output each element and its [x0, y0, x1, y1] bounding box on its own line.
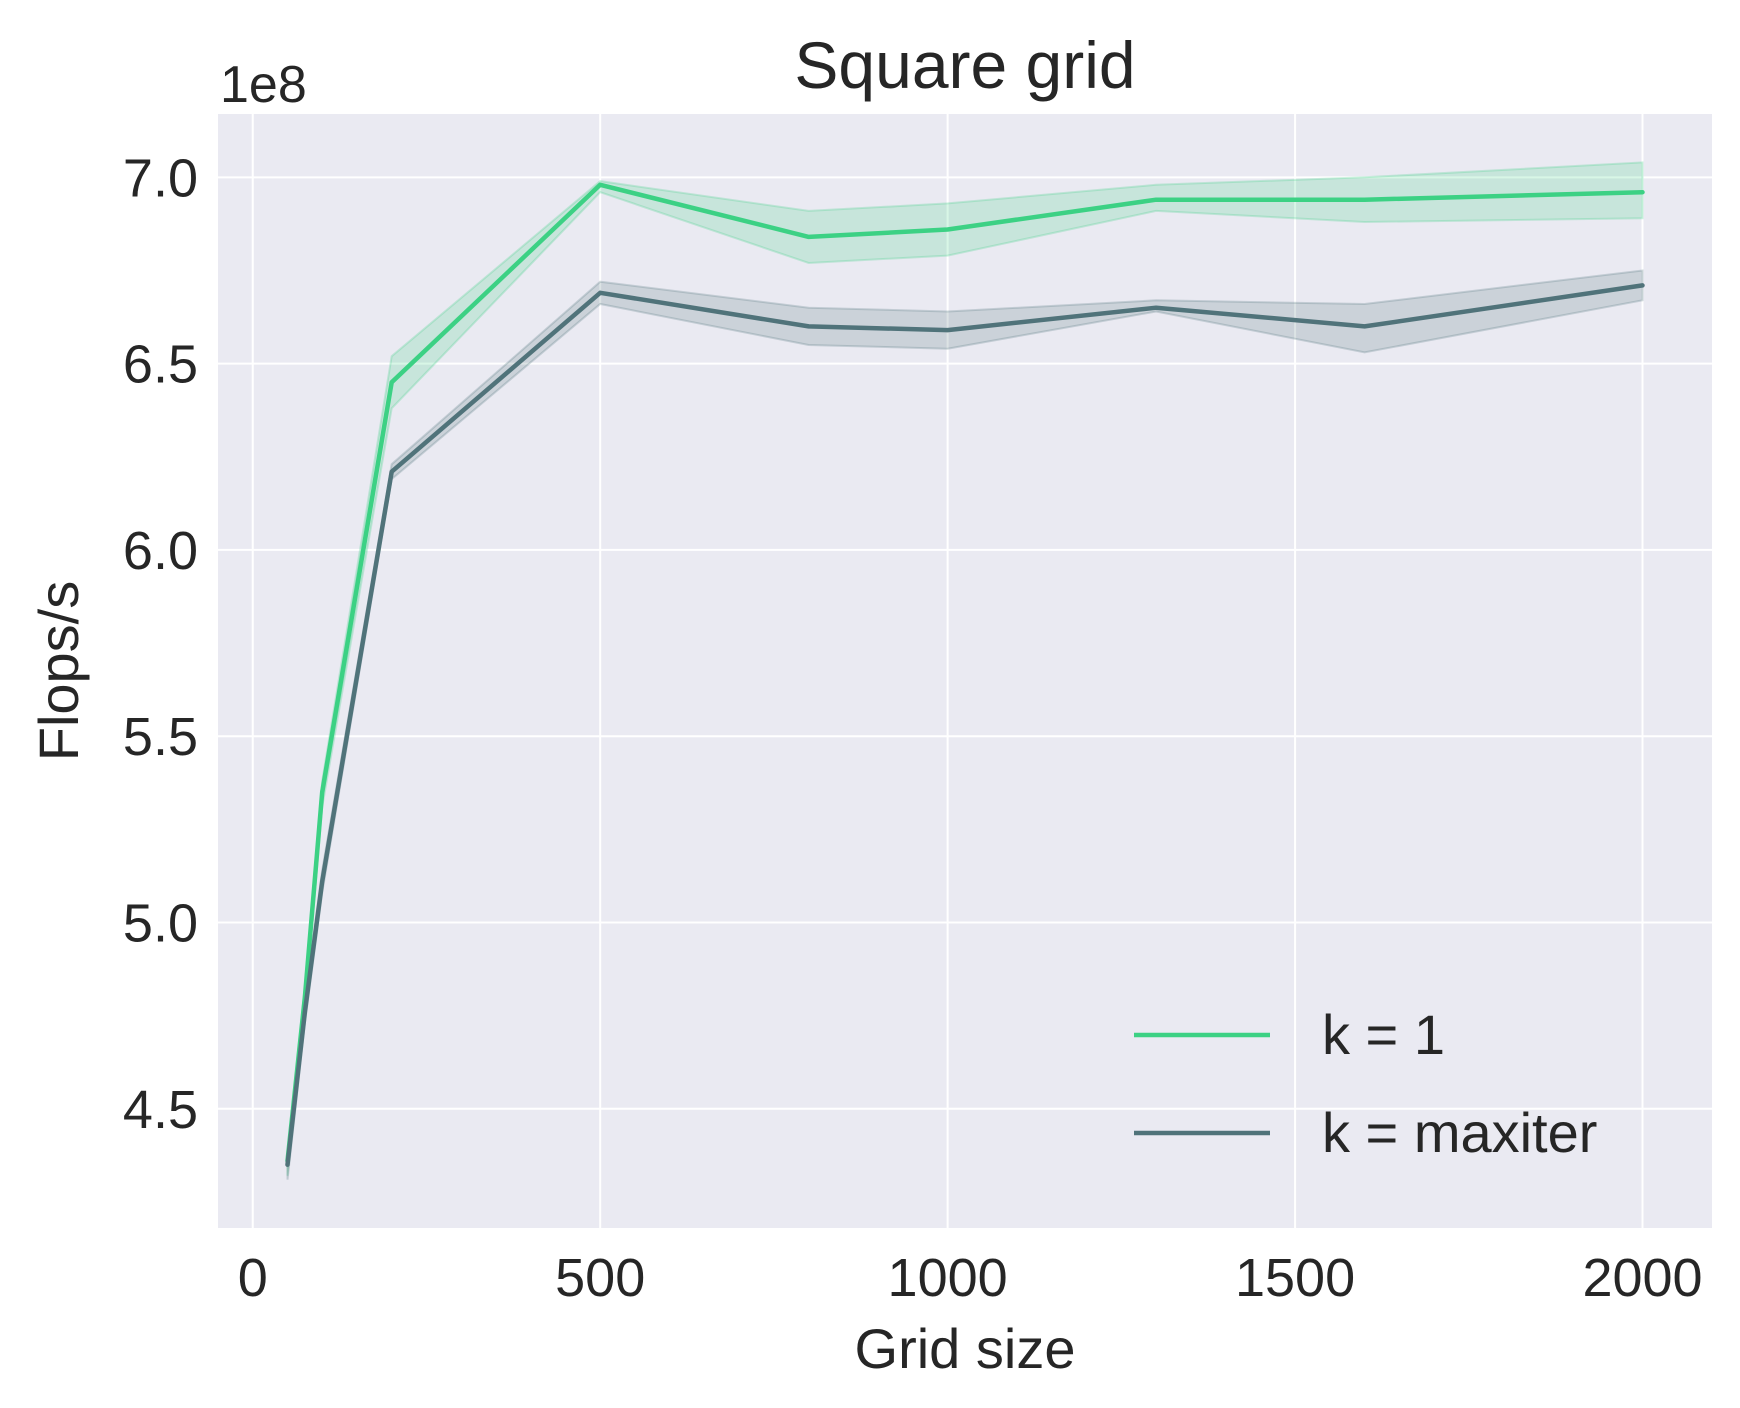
x-tick-label: 1000 — [888, 1248, 1008, 1308]
y-tick-label: 5.0 — [123, 893, 198, 953]
x-axis-label: Grid size — [855, 1317, 1076, 1380]
legend-label-series-1: k = 1 — [1322, 1003, 1445, 1066]
legend: k = 1 k = maxiter — [1134, 1003, 1597, 1164]
legend-label-series-2: k = maxiter — [1322, 1101, 1597, 1164]
y-axis-label: Flops/s — [27, 581, 90, 762]
grid — [218, 114, 1712, 1228]
series-lines — [285, 182, 1645, 1167]
y-tick-label: 6.5 — [123, 335, 198, 395]
y-tick-label: 5.5 — [123, 707, 198, 767]
plot-area-background — [218, 114, 1712, 1228]
y-tick-labels: 4.5 5.0 5.5 6.0 6.5 7.0 — [123, 148, 198, 1139]
x-tick-label: 0 — [238, 1248, 268, 1308]
series-line-1 — [285, 182, 1645, 1164]
x-tick-label: 2000 — [1582, 1248, 1702, 1308]
confidence-band-series-1 — [286, 161, 1644, 1176]
x-tick-label: 1500 — [1235, 1248, 1355, 1308]
y-tick-label: 4.5 — [123, 1080, 198, 1140]
series-line-2 — [285, 283, 1645, 1167]
y-offset-label: 1e8 — [220, 56, 307, 114]
y-tick-label: 7.0 — [123, 148, 198, 208]
x-tick-labels: 0 500 1000 1500 2000 — [238, 1248, 1703, 1308]
x-tick-label: 500 — [555, 1248, 645, 1308]
y-tick-label: 6.0 — [123, 521, 198, 581]
chart-title: Square grid — [794, 28, 1135, 102]
